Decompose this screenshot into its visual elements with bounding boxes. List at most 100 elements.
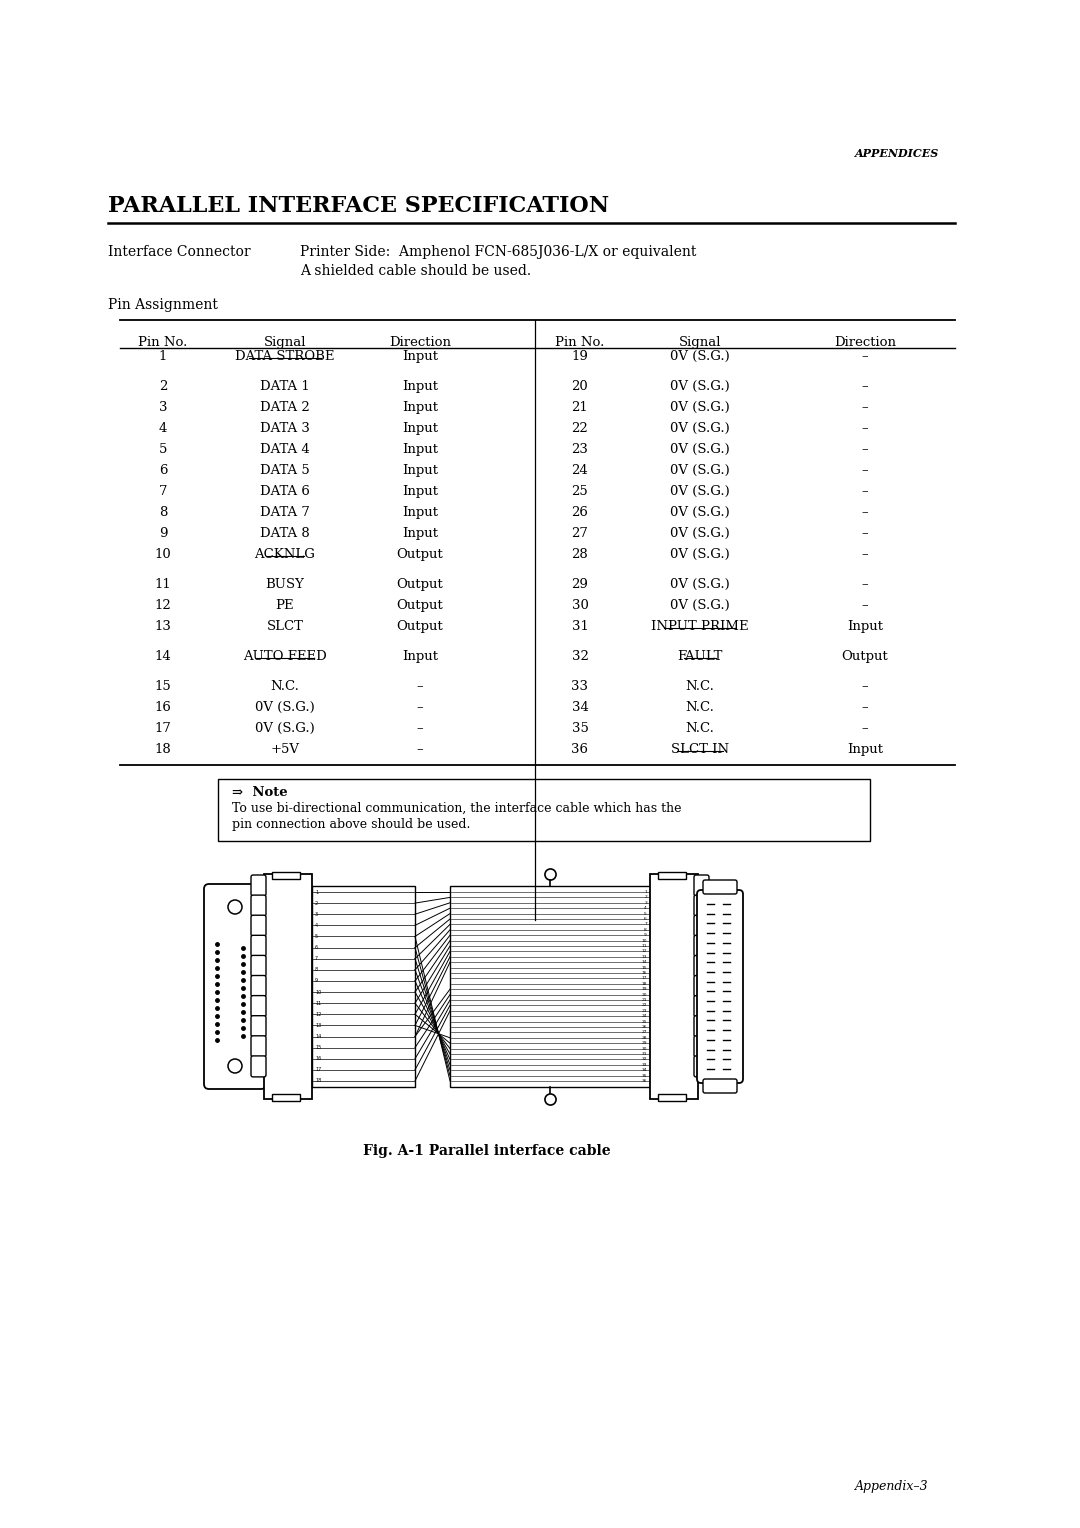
Text: 3: 3 <box>159 400 167 414</box>
Text: Output: Output <box>841 649 889 663</box>
FancyBboxPatch shape <box>694 955 708 976</box>
Text: 13: 13 <box>315 1022 321 1028</box>
Text: Direction: Direction <box>834 336 896 348</box>
Text: 33: 33 <box>571 680 589 694</box>
FancyBboxPatch shape <box>694 1016 708 1036</box>
Text: 12: 12 <box>315 1012 321 1016</box>
Text: 0V (S.G.): 0V (S.G.) <box>670 350 730 364</box>
Text: 34: 34 <box>642 1068 647 1073</box>
Text: 0V (S.G.): 0V (S.G.) <box>670 465 730 477</box>
Text: 29: 29 <box>642 1041 647 1045</box>
Text: 18: 18 <box>154 743 172 756</box>
Text: Input: Input <box>402 527 438 539</box>
Text: 0V (S.G.): 0V (S.G.) <box>255 701 315 714</box>
Text: 27: 27 <box>642 1030 647 1034</box>
Text: Input: Input <box>847 743 883 756</box>
Text: –: – <box>862 380 868 393</box>
Text: 17: 17 <box>315 1068 321 1073</box>
Text: 7: 7 <box>645 923 647 926</box>
Text: 25: 25 <box>642 1019 647 1024</box>
FancyBboxPatch shape <box>697 889 743 1083</box>
Text: –: – <box>417 743 423 756</box>
FancyBboxPatch shape <box>694 996 708 1016</box>
Text: –: – <box>862 680 868 694</box>
Text: DATA STROBE: DATA STROBE <box>235 350 335 364</box>
Text: FAULT: FAULT <box>677 649 723 663</box>
Text: Pin Assignment: Pin Assignment <box>108 298 218 312</box>
Text: PE: PE <box>275 599 295 613</box>
Text: Input: Input <box>402 465 438 477</box>
FancyBboxPatch shape <box>251 975 266 996</box>
Text: 26: 26 <box>571 506 589 520</box>
Text: Input: Input <box>402 350 438 364</box>
Bar <box>218 779 870 840</box>
Text: DATA 1: DATA 1 <box>260 380 310 393</box>
FancyBboxPatch shape <box>703 1079 737 1093</box>
Text: 0V (S.G.): 0V (S.G.) <box>670 443 730 455</box>
Text: 36: 36 <box>571 743 589 756</box>
Text: 16: 16 <box>154 701 172 714</box>
Text: 18: 18 <box>642 983 647 986</box>
Text: 8: 8 <box>159 506 167 520</box>
Text: 6: 6 <box>315 946 319 950</box>
Text: pin connection above should be used.: pin connection above should be used. <box>232 817 471 831</box>
FancyBboxPatch shape <box>251 1056 266 1077</box>
Text: N.C.: N.C. <box>686 680 715 694</box>
Text: 24: 24 <box>642 1015 647 1018</box>
Text: –: – <box>862 350 868 364</box>
Text: 10: 10 <box>642 938 647 943</box>
Text: SLCT IN: SLCT IN <box>671 743 729 756</box>
Text: 29: 29 <box>571 578 589 591</box>
Circle shape <box>228 1059 242 1073</box>
Text: APPENDICES: APPENDICES <box>855 148 940 159</box>
Text: 15: 15 <box>315 1045 321 1050</box>
Text: 11: 11 <box>315 1001 321 1005</box>
Text: 21: 21 <box>571 400 589 414</box>
Text: 14: 14 <box>154 649 172 663</box>
Text: 9: 9 <box>315 978 318 984</box>
Text: 34: 34 <box>571 701 589 714</box>
Bar <box>272 872 300 879</box>
Text: Output: Output <box>396 599 444 613</box>
Text: 6: 6 <box>645 917 647 921</box>
Text: INPUT PRIME: INPUT PRIME <box>651 620 748 633</box>
FancyBboxPatch shape <box>694 915 708 937</box>
Text: Output: Output <box>396 549 444 561</box>
FancyBboxPatch shape <box>251 1016 266 1036</box>
FancyBboxPatch shape <box>251 895 266 917</box>
Text: 20: 20 <box>642 993 647 996</box>
Text: 33: 33 <box>642 1063 647 1067</box>
Text: –: – <box>417 723 423 735</box>
Text: 35: 35 <box>571 723 589 735</box>
Text: DATA 3: DATA 3 <box>260 422 310 435</box>
Text: 31: 31 <box>571 620 589 633</box>
Text: –: – <box>862 465 868 477</box>
FancyBboxPatch shape <box>694 1056 708 1077</box>
Text: Signal: Signal <box>678 336 721 348</box>
FancyBboxPatch shape <box>251 1036 266 1057</box>
Text: Input: Input <box>402 400 438 414</box>
Text: N.C.: N.C. <box>686 723 715 735</box>
Text: A shielded cable should be used.: A shielded cable should be used. <box>300 264 531 278</box>
Text: Output: Output <box>396 578 444 591</box>
Text: Appendix–3: Appendix–3 <box>855 1481 929 1493</box>
Text: 15: 15 <box>642 966 647 970</box>
Text: Output: Output <box>396 620 444 633</box>
Text: 30: 30 <box>642 1047 647 1051</box>
Text: 0V (S.G.): 0V (S.G.) <box>670 578 730 591</box>
Text: 2: 2 <box>645 895 647 900</box>
Text: N.C.: N.C. <box>271 680 299 694</box>
Bar <box>650 874 698 1099</box>
Text: 1: 1 <box>315 889 319 894</box>
FancyBboxPatch shape <box>694 876 708 895</box>
Text: DATA 6: DATA 6 <box>260 484 310 498</box>
FancyBboxPatch shape <box>251 915 266 937</box>
Text: Interface Connector: Interface Connector <box>108 244 251 260</box>
Text: 23: 23 <box>642 1008 647 1013</box>
Text: 0V (S.G.): 0V (S.G.) <box>670 380 730 393</box>
Text: 0V (S.G.): 0V (S.G.) <box>670 599 730 613</box>
Text: N.C.: N.C. <box>686 701 715 714</box>
Text: –: – <box>862 400 868 414</box>
Text: 28: 28 <box>571 549 589 561</box>
Text: 24: 24 <box>571 465 589 477</box>
